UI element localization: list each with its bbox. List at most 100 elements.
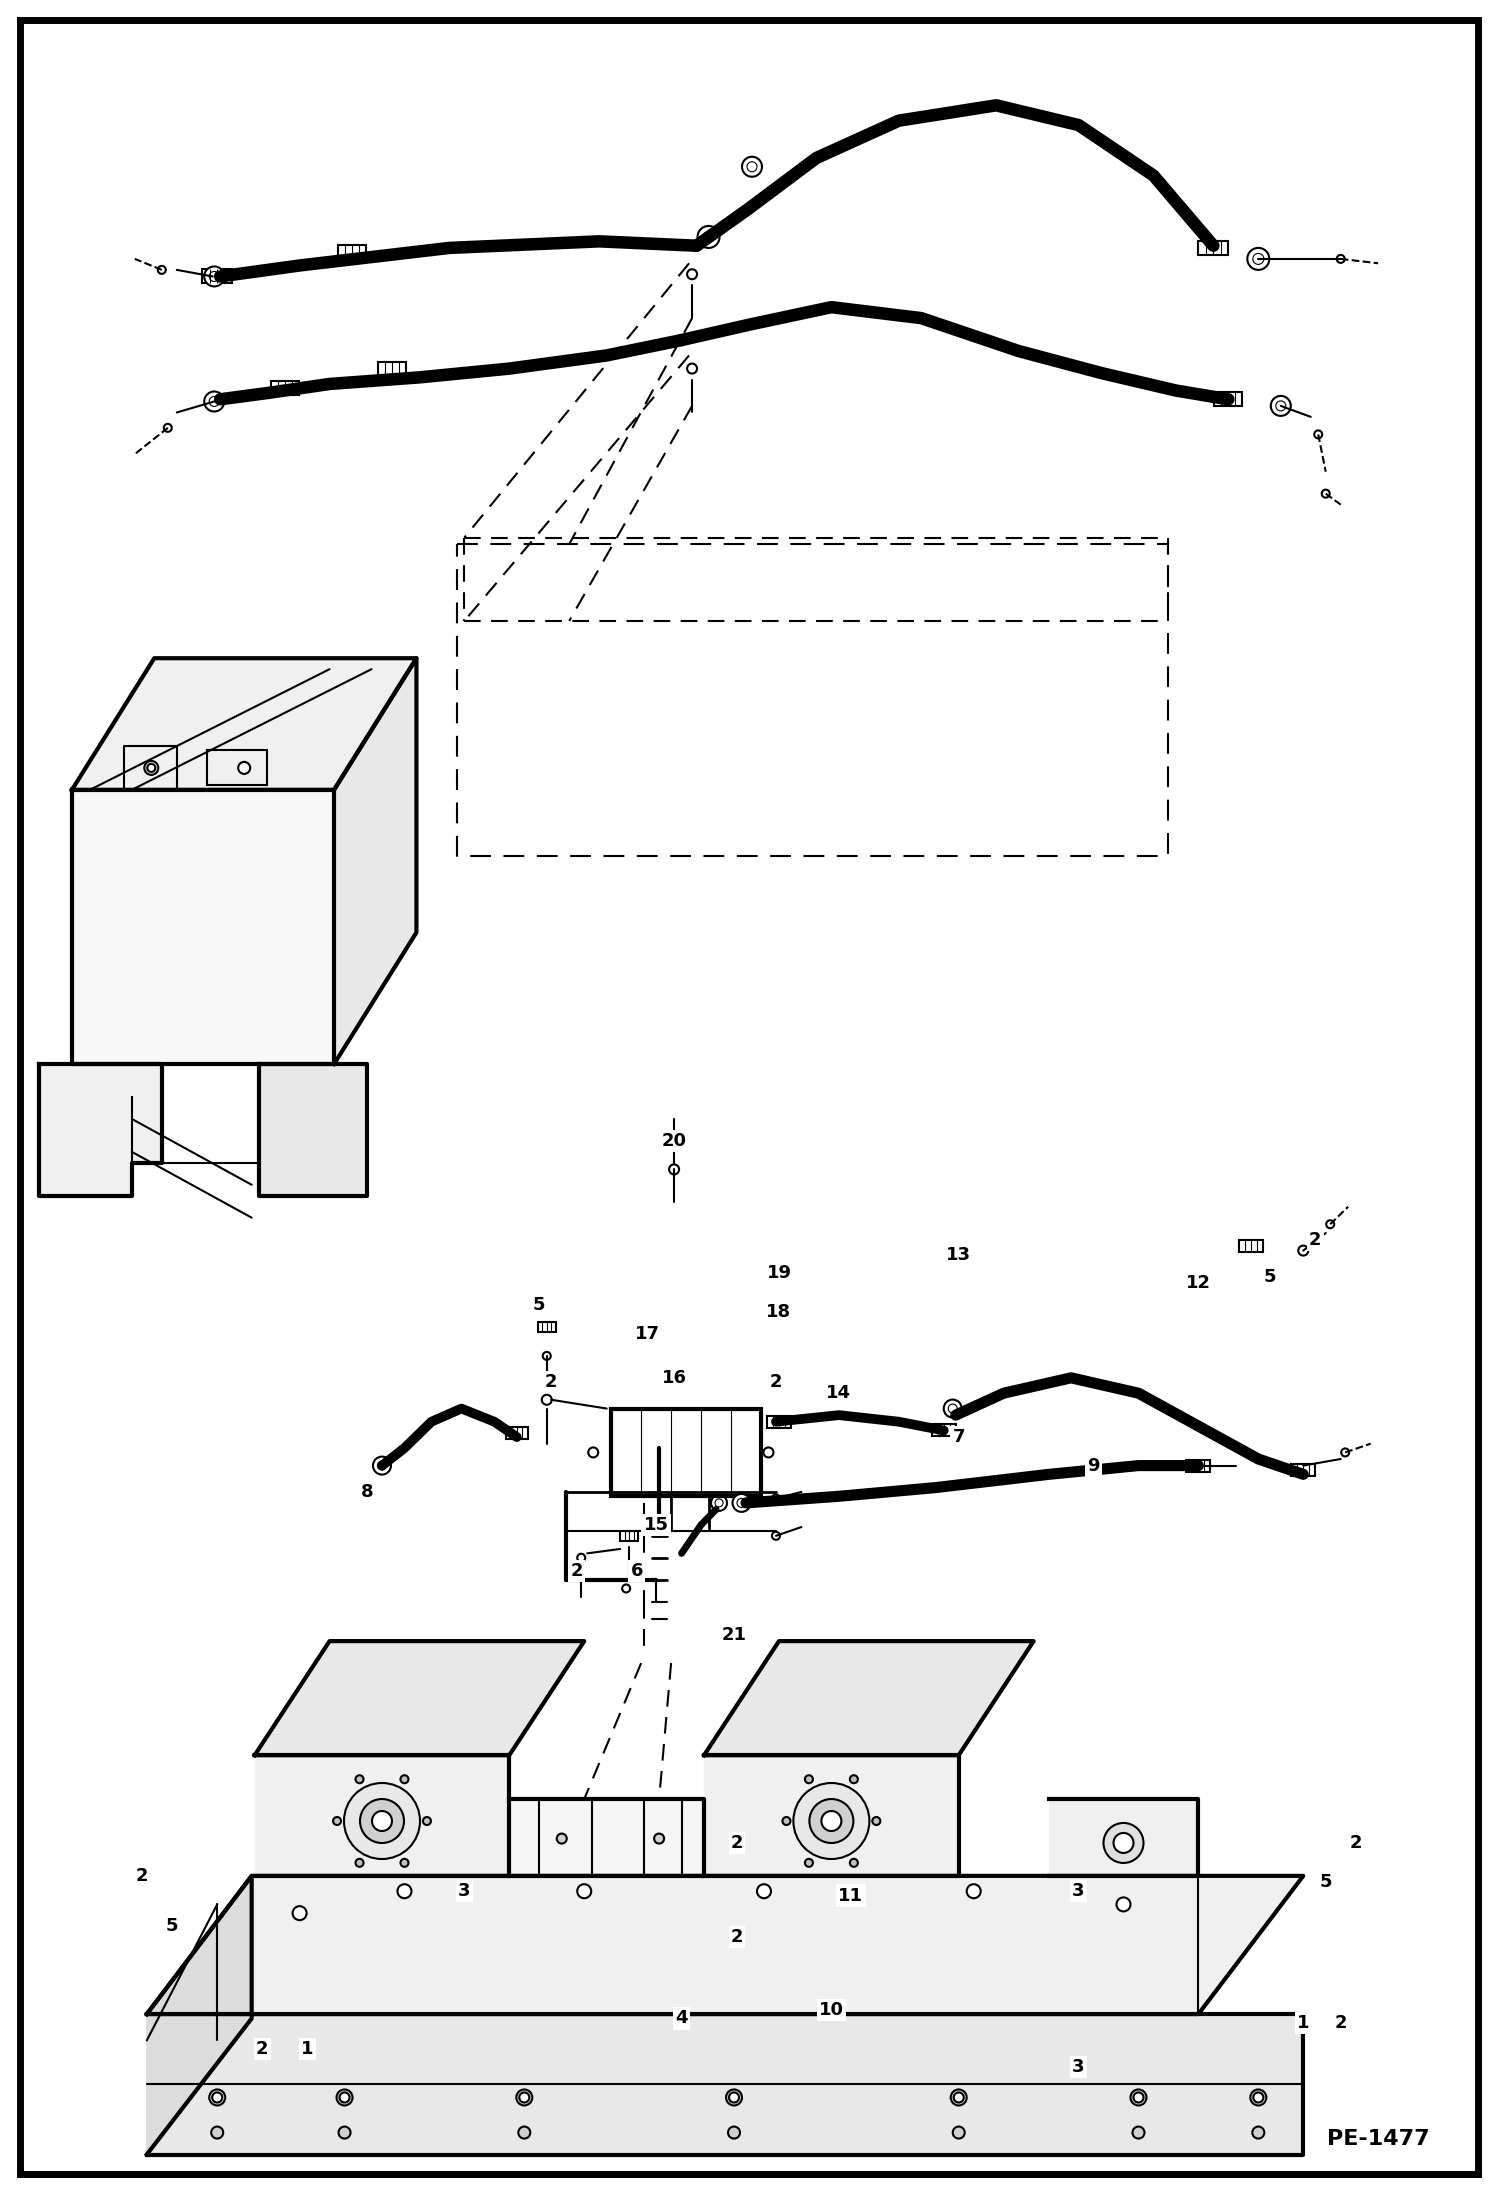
Circle shape — [518, 2126, 530, 2139]
Text: 7: 7 — [953, 1428, 965, 1446]
Circle shape — [688, 364, 697, 373]
Circle shape — [703, 230, 715, 244]
Circle shape — [872, 1817, 881, 1825]
Bar — [932, 1424, 956, 1437]
Circle shape — [337, 2089, 352, 2106]
Circle shape — [360, 1799, 404, 1843]
Circle shape — [944, 1400, 962, 1417]
Circle shape — [655, 1834, 664, 1843]
Bar — [1186, 1459, 1210, 1472]
Circle shape — [953, 2126, 965, 2139]
Circle shape — [372, 1810, 392, 1832]
Text: 2: 2 — [1309, 1231, 1321, 1248]
Text: 2: 2 — [571, 1562, 583, 1580]
Text: 5: 5 — [533, 1297, 545, 1314]
Text: 3: 3 — [1073, 1882, 1085, 1900]
Circle shape — [1132, 2126, 1144, 2139]
Text: 19: 19 — [767, 1264, 791, 1281]
Text: 6: 6 — [631, 1562, 643, 1580]
Circle shape — [292, 1907, 307, 1920]
Bar — [538, 1323, 556, 1332]
Polygon shape — [1049, 1799, 1198, 1876]
Polygon shape — [509, 1799, 704, 1876]
Text: 1: 1 — [301, 2040, 313, 2058]
Polygon shape — [39, 1064, 162, 1196]
Circle shape — [1326, 1220, 1335, 1229]
Polygon shape — [147, 1876, 1303, 2014]
Text: 3: 3 — [458, 1882, 470, 1900]
Bar — [1215, 393, 1242, 406]
Text: 14: 14 — [827, 1384, 851, 1402]
Circle shape — [764, 1448, 773, 1457]
Text: 15: 15 — [644, 1516, 668, 1534]
Circle shape — [948, 1404, 957, 1413]
Circle shape — [1252, 252, 1264, 265]
Circle shape — [1113, 1832, 1134, 1854]
Polygon shape — [704, 1641, 1034, 1755]
Text: 5: 5 — [1320, 1874, 1332, 1891]
Polygon shape — [255, 1641, 584, 1755]
Circle shape — [517, 2089, 532, 2106]
Circle shape — [422, 1817, 431, 1825]
Polygon shape — [72, 658, 416, 790]
Text: 9: 9 — [1088, 1457, 1100, 1474]
Text: 2: 2 — [136, 1867, 148, 1885]
Text: 10: 10 — [819, 2001, 843, 2018]
Bar — [620, 1531, 638, 1540]
Circle shape — [849, 1858, 858, 1867]
Circle shape — [340, 2093, 349, 2102]
Polygon shape — [147, 2014, 1303, 2155]
Text: 12: 12 — [1186, 1275, 1210, 1292]
Circle shape — [238, 761, 250, 774]
Text: 5: 5 — [166, 1918, 178, 1935]
Circle shape — [794, 1784, 869, 1858]
Circle shape — [204, 265, 225, 287]
Circle shape — [1251, 2089, 1266, 2106]
Circle shape — [1104, 1823, 1143, 1863]
Circle shape — [1134, 2093, 1143, 2102]
Circle shape — [1314, 430, 1323, 439]
Text: 1: 1 — [1297, 2014, 1309, 2032]
Circle shape — [756, 1885, 771, 1898]
Circle shape — [557, 1834, 566, 1843]
Circle shape — [733, 1494, 750, 1512]
Circle shape — [204, 391, 225, 412]
Circle shape — [157, 265, 166, 274]
Circle shape — [339, 2126, 351, 2139]
Text: 2: 2 — [1335, 2014, 1347, 2032]
Polygon shape — [704, 1755, 959, 1876]
Text: 18: 18 — [767, 1303, 791, 1321]
Text: 4: 4 — [676, 2010, 688, 2027]
Text: 13: 13 — [947, 1246, 971, 1264]
Circle shape — [577, 1885, 592, 1898]
Circle shape — [622, 1584, 631, 1593]
Text: 2: 2 — [1350, 1834, 1362, 1852]
Circle shape — [345, 1784, 419, 1858]
Circle shape — [954, 2093, 963, 2102]
Circle shape — [397, 1885, 412, 1898]
Circle shape — [400, 1775, 409, 1784]
Circle shape — [821, 1810, 842, 1832]
Bar — [271, 382, 298, 395]
Polygon shape — [124, 746, 177, 790]
Bar — [1291, 1463, 1315, 1477]
Circle shape — [373, 1457, 391, 1474]
Circle shape — [688, 270, 697, 279]
Circle shape — [1248, 248, 1269, 270]
Circle shape — [809, 1799, 854, 1843]
Circle shape — [804, 1858, 813, 1867]
Circle shape — [670, 1165, 679, 1174]
Polygon shape — [72, 790, 334, 1064]
Text: 2: 2 — [770, 1373, 782, 1391]
Circle shape — [737, 1499, 746, 1507]
Circle shape — [849, 1775, 858, 1784]
Text: 21: 21 — [722, 1626, 746, 1643]
Bar — [207, 750, 267, 785]
Circle shape — [147, 764, 156, 772]
Circle shape — [771, 1531, 780, 1540]
Circle shape — [1341, 1448, 1350, 1457]
Polygon shape — [259, 1064, 367, 1196]
Circle shape — [355, 1775, 364, 1784]
Circle shape — [715, 1499, 724, 1507]
Text: 11: 11 — [839, 1887, 863, 1904]
